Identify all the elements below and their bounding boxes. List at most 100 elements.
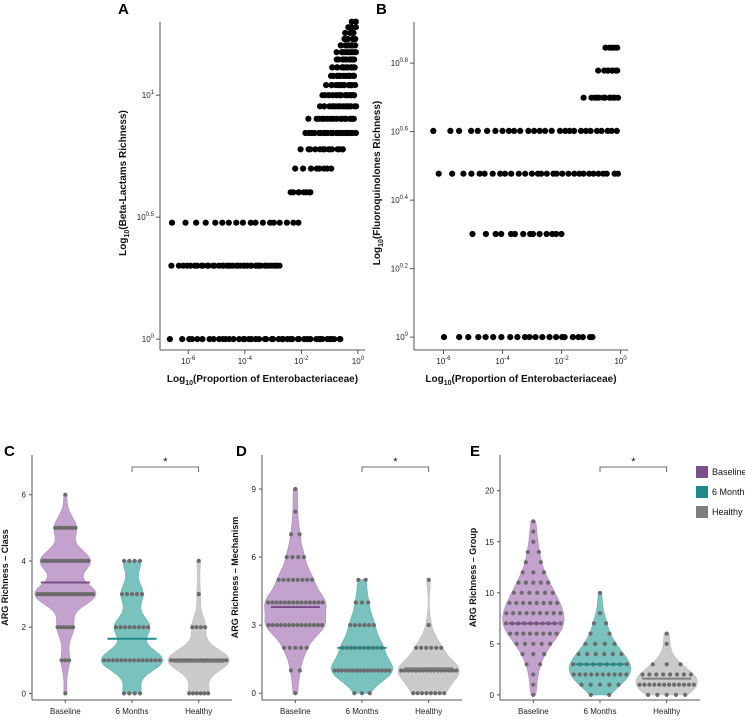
scatter-point <box>511 230 518 238</box>
scatter-point <box>526 334 533 341</box>
strip-point <box>624 662 630 667</box>
strip-point <box>433 691 438 696</box>
strip-point <box>588 631 593 636</box>
scatter-point <box>529 230 537 238</box>
strip-point <box>298 645 304 650</box>
strip-point <box>426 623 431 628</box>
strip-point <box>137 558 142 564</box>
scatter-point <box>475 334 482 341</box>
strip-point <box>297 668 302 673</box>
y-tick-label: 2 <box>22 623 27 632</box>
scatter-point <box>489 170 496 177</box>
y-tick-label: 100.6 <box>391 127 409 137</box>
strip-point <box>406 668 411 673</box>
scatter-point <box>612 67 620 74</box>
scatter-point <box>290 219 297 226</box>
strip-point <box>618 672 623 677</box>
strip-point <box>602 652 607 657</box>
strip-point <box>558 611 563 616</box>
scatter-point <box>593 127 601 134</box>
strip-point <box>604 621 609 626</box>
strip-point <box>654 672 659 677</box>
strip-point <box>657 682 662 687</box>
strip-point <box>424 691 429 696</box>
strip-point <box>134 592 140 597</box>
strip-point <box>145 625 151 630</box>
strip-point <box>141 625 146 630</box>
y-tick-label: 9 <box>252 485 257 494</box>
y-tick-label: 100 <box>142 334 155 344</box>
strip-point <box>521 631 526 636</box>
x-tick-label: 10-2 <box>554 356 569 366</box>
scatter-point <box>553 170 560 177</box>
strip-point <box>588 682 593 687</box>
strip-point <box>527 631 533 636</box>
scatter-point <box>508 170 515 177</box>
scatter-point <box>199 336 206 343</box>
scatter-point <box>492 127 499 134</box>
scatter-point <box>194 336 201 343</box>
scatter-point <box>481 170 488 177</box>
y-axis-title: ARG Richness – Group <box>468 527 478 627</box>
strip-point <box>612 641 617 647</box>
strip-point <box>597 682 603 687</box>
scatter-point <box>582 127 590 134</box>
strip-point <box>366 600 371 605</box>
scatter-point <box>297 146 304 153</box>
strip-point <box>115 658 120 663</box>
strip-point <box>607 682 612 687</box>
strip-point <box>353 600 358 605</box>
strip-point <box>531 672 536 677</box>
strip-point <box>413 668 418 673</box>
strip-point <box>595 672 600 677</box>
strip-point <box>202 691 207 696</box>
strip-point <box>357 623 362 628</box>
strip-point <box>350 668 355 673</box>
scatter-point <box>456 334 463 341</box>
scatter-point <box>456 127 463 134</box>
scatter-point <box>347 103 354 110</box>
strip-point <box>299 623 304 628</box>
strip-point <box>681 672 687 677</box>
strip-point <box>544 611 549 616</box>
scatter-point <box>482 334 489 341</box>
y-axis-title: ARG Richness – Mechanism <box>230 517 240 639</box>
strip-point <box>58 525 64 530</box>
strip-point <box>688 672 694 677</box>
strip-point <box>286 577 291 582</box>
scatter-point <box>175 262 182 269</box>
scatter-point <box>531 127 538 134</box>
scatter-point <box>577 127 585 134</box>
strip-point <box>127 691 132 696</box>
strip-point <box>514 641 519 647</box>
strip-point <box>110 658 115 663</box>
strip-point <box>196 558 201 564</box>
scatter-point <box>430 127 437 134</box>
scatter-point <box>230 336 237 343</box>
strip-point <box>343 668 348 673</box>
strip-point <box>607 692 612 698</box>
scatter-point <box>307 336 314 343</box>
scatter-point <box>589 334 596 341</box>
scatter-point <box>517 127 524 134</box>
strip-point <box>531 570 536 575</box>
scatter-point <box>350 64 357 71</box>
strip-point <box>296 555 301 560</box>
scatter-point <box>469 230 476 238</box>
scatter-point <box>603 170 610 177</box>
scatter-point <box>319 336 326 343</box>
strip-point <box>138 691 143 696</box>
strip-point <box>647 682 652 687</box>
strip-point <box>686 682 692 687</box>
scatter-point <box>312 146 319 153</box>
strip-point <box>439 668 444 673</box>
scatter-point <box>219 219 226 226</box>
strip-point <box>637 682 642 687</box>
strip-point <box>369 668 374 673</box>
scatter-point <box>311 129 318 137</box>
strip-point <box>535 590 540 595</box>
strip-point <box>287 623 292 628</box>
strip-point <box>352 623 357 628</box>
strip-point <box>610 652 615 657</box>
strip-point <box>531 652 536 657</box>
